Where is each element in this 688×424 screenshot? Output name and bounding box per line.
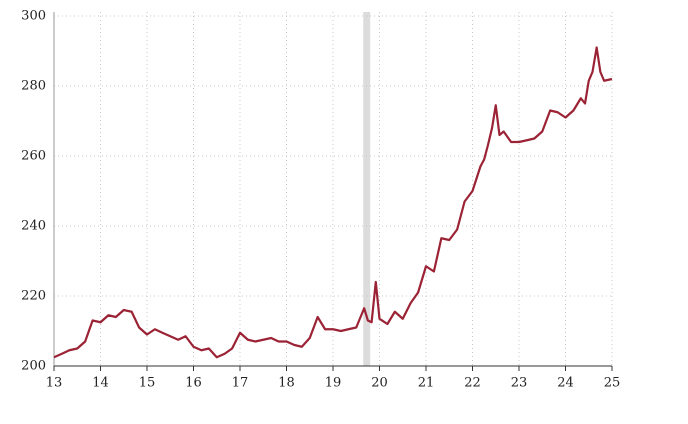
x-tick-label: 20 <box>371 376 388 391</box>
x-tick-label: 17 <box>232 376 249 391</box>
y-tick-label: 200 <box>21 359 46 374</box>
x-tick-label: 25 <box>604 376 621 391</box>
x-tick-label: 15 <box>139 376 156 391</box>
x-tick-label: 23 <box>511 376 528 391</box>
y-tick-label: 280 <box>21 79 46 94</box>
x-tick-label: 19 <box>325 376 342 391</box>
x-tick-label: 21 <box>418 376 435 391</box>
y-tick-label: 240 <box>21 219 46 234</box>
x-tick-label: 24 <box>557 376 574 391</box>
data-line <box>53 46 613 359</box>
x-tick-label: 22 <box>464 376 481 391</box>
x-tick-label: 13 <box>46 376 63 391</box>
x-tick-label: 14 <box>92 376 109 391</box>
x-tick-label: 18 <box>278 376 295 391</box>
y-tick-label: 300 <box>21 9 46 24</box>
shaded-band <box>363 12 371 366</box>
y-tick-label: 260 <box>21 149 46 164</box>
x-tick-label: 16 <box>185 376 202 391</box>
y-tick-label: 220 <box>21 289 46 304</box>
